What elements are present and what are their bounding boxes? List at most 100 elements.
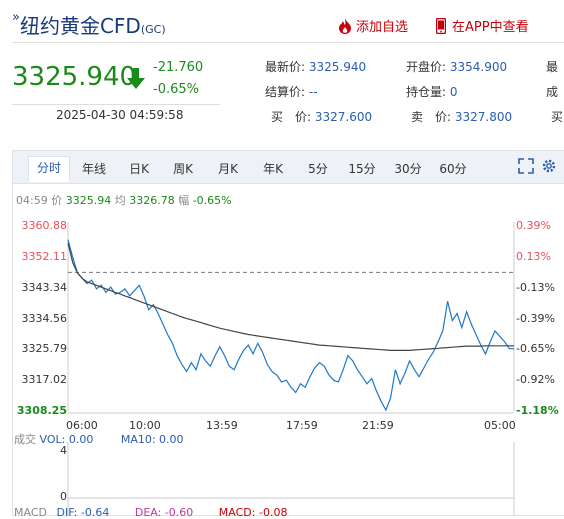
x-tick: 05:00 <box>484 419 516 432</box>
chart-grid <box>67 222 515 516</box>
view-in-app-label: 在APP中查看 <box>452 20 529 35</box>
tab-minute[interactable]: 分时 <box>28 156 70 182</box>
field-value: 0 <box>449 85 458 99</box>
field-bid-vol-truncated: 买 <box>551 108 563 125</box>
field-label: 成 <box>546 85 559 99</box>
price-line <box>67 239 515 412</box>
price-change-percent: -0.65% <box>153 82 199 97</box>
y-tick-right: -1.18% <box>516 404 559 417</box>
x-tick: 17:59 <box>286 419 318 432</box>
ma10-label: MA10: <box>120 433 156 446</box>
tab-30min[interactable]: 30分 <box>394 162 422 176</box>
gear-icon[interactable] <box>541 158 557 174</box>
volume-tick-top: 4 <box>60 444 67 457</box>
arrow-down-icon <box>127 68 145 89</box>
tab-weekly-k[interactable]: 周K <box>173 162 193 176</box>
add-favorite-button[interactable]: 添加自选 <box>338 16 408 35</box>
field-label: 最新价: <box>265 60 306 74</box>
quote-divider <box>12 104 220 105</box>
field-bid: 买 价: 3327.600 <box>271 108 372 125</box>
dea-value: -0.60 <box>164 506 194 519</box>
macd-label: MACD: <box>218 506 256 519</box>
y-tick-right: 0.39% <box>516 219 551 232</box>
field-ask: 卖 价: 3327.800 <box>411 108 512 125</box>
fullscreen-icon[interactable] <box>518 158 534 174</box>
y-tick-right: -0.92% <box>516 373 555 387</box>
chart-marks <box>67 239 515 412</box>
header-divider <box>12 42 564 43</box>
dea-label: DEA: <box>134 506 162 519</box>
price-change: -21.760 <box>153 60 204 75</box>
field-last: 最新价: 3325.940 <box>265 58 366 75</box>
add-favorite-label: 添加自选 <box>356 20 409 35</box>
field-label: 买 <box>551 110 564 124</box>
info-avg-label: 均 <box>114 194 126 207</box>
title-code: (GC) <box>140 23 166 36</box>
vol-value: 0.00 <box>68 433 94 446</box>
info-time: 04:59 <box>16 194 48 207</box>
x-tick: 06:00 <box>66 419 98 432</box>
volume-info: 成交 VOL: 0.00 MA10: 0.00 <box>14 431 184 447</box>
y-tick-left: 3325.79 <box>21 342 68 356</box>
macd-info: MACD DIF: -0.64 DEA: -0.60 MACD: -0.08 <box>14 506 287 519</box>
y-tick-left: 3343.34 <box>21 280 68 294</box>
y-tick-right: -0.39% <box>516 311 555 325</box>
tab-yearly-k[interactable]: 年K <box>263 162 283 176</box>
info-price-label: 价 <box>51 194 63 207</box>
y-tick-left: 3334.56 <box>21 311 68 325</box>
y-tick-left: 3308.25 <box>16 404 67 417</box>
field-open: 开盘价: 3354.900 <box>406 58 507 75</box>
period-tabs <box>13 151 564 184</box>
dif-label: DIF: <box>56 506 78 519</box>
field-label: 结算价: <box>265 85 306 99</box>
title-prefix: » <box>12 10 20 25</box>
field-label: 卖 价: <box>411 110 452 124</box>
y-tick-right: -0.13% <box>516 280 555 294</box>
field-value: 3327.800 <box>454 110 513 124</box>
x-tick: 21:59 <box>362 419 394 432</box>
info-price: 3325.94 <box>65 194 112 207</box>
y-tick-left: 3352.11 <box>21 249 68 263</box>
info-amp-label: 幅 <box>178 194 190 207</box>
phone-icon <box>436 18 446 34</box>
macd-title: MACD <box>14 506 47 519</box>
field-label: 持仓量: <box>406 85 447 99</box>
page-title: »纽约黄金CFD(GC) <box>12 10 166 39</box>
view-in-app-button[interactable]: 在APP中查看 <box>436 16 529 35</box>
quote-timestamp: 2025-04-30 04:59:58 <box>56 108 184 122</box>
field-settle: 结算价: -- <box>265 83 318 100</box>
tab-year-line[interactable]: 年线 <box>81 162 106 176</box>
volume-tick-zero: 0 <box>60 490 67 503</box>
field-value: 3325.940 <box>308 60 367 74</box>
y-tick-right: -0.65% <box>516 342 555 356</box>
tab-monthly-k[interactable]: 月K <box>218 162 238 176</box>
field-value: 3354.900 <box>449 60 508 74</box>
volume-label: 成交 <box>14 433 36 446</box>
y-tick-right: 0.13% <box>516 249 551 263</box>
field-open-interest: 持仓量: 0 <box>406 83 458 100</box>
field-label: 最 <box>546 60 559 74</box>
tab-60min[interactable]: 60分 <box>439 162 467 176</box>
field-value: 3327.600 <box>314 110 373 124</box>
tab-15min[interactable]: 15分 <box>348 162 376 176</box>
macd-value: -0.08 <box>258 506 288 519</box>
field-value: -- <box>308 85 318 99</box>
y-tick-left: 3360.88 <box>21 219 68 232</box>
fire-icon <box>339 18 351 34</box>
info-amp: -0.65% <box>192 194 232 207</box>
field-label: 买 价: <box>271 110 312 124</box>
tab-daily-k[interactable]: 日K <box>129 162 149 176</box>
ma10-value: 0.00 <box>159 433 184 446</box>
title-text: 纽约黄金CFD <box>19 14 141 38</box>
field-high-truncated: 最 <box>546 58 558 75</box>
crosshair-info: 04:59 价 3325.94 均 3326.78 幅 -0.65% <box>16 192 232 208</box>
tab-5min[interactable]: 5分 <box>308 162 328 176</box>
x-tick: 13:59 <box>206 419 238 432</box>
average-line <box>67 243 515 351</box>
last-price: 3325.940 <box>12 62 137 92</box>
y-tick-left: 3317.02 <box>21 373 68 387</box>
vol-label: VOL: <box>39 433 66 446</box>
x-tick: 10:00 <box>129 419 161 432</box>
field-volume-truncated: 成 <box>546 83 558 100</box>
